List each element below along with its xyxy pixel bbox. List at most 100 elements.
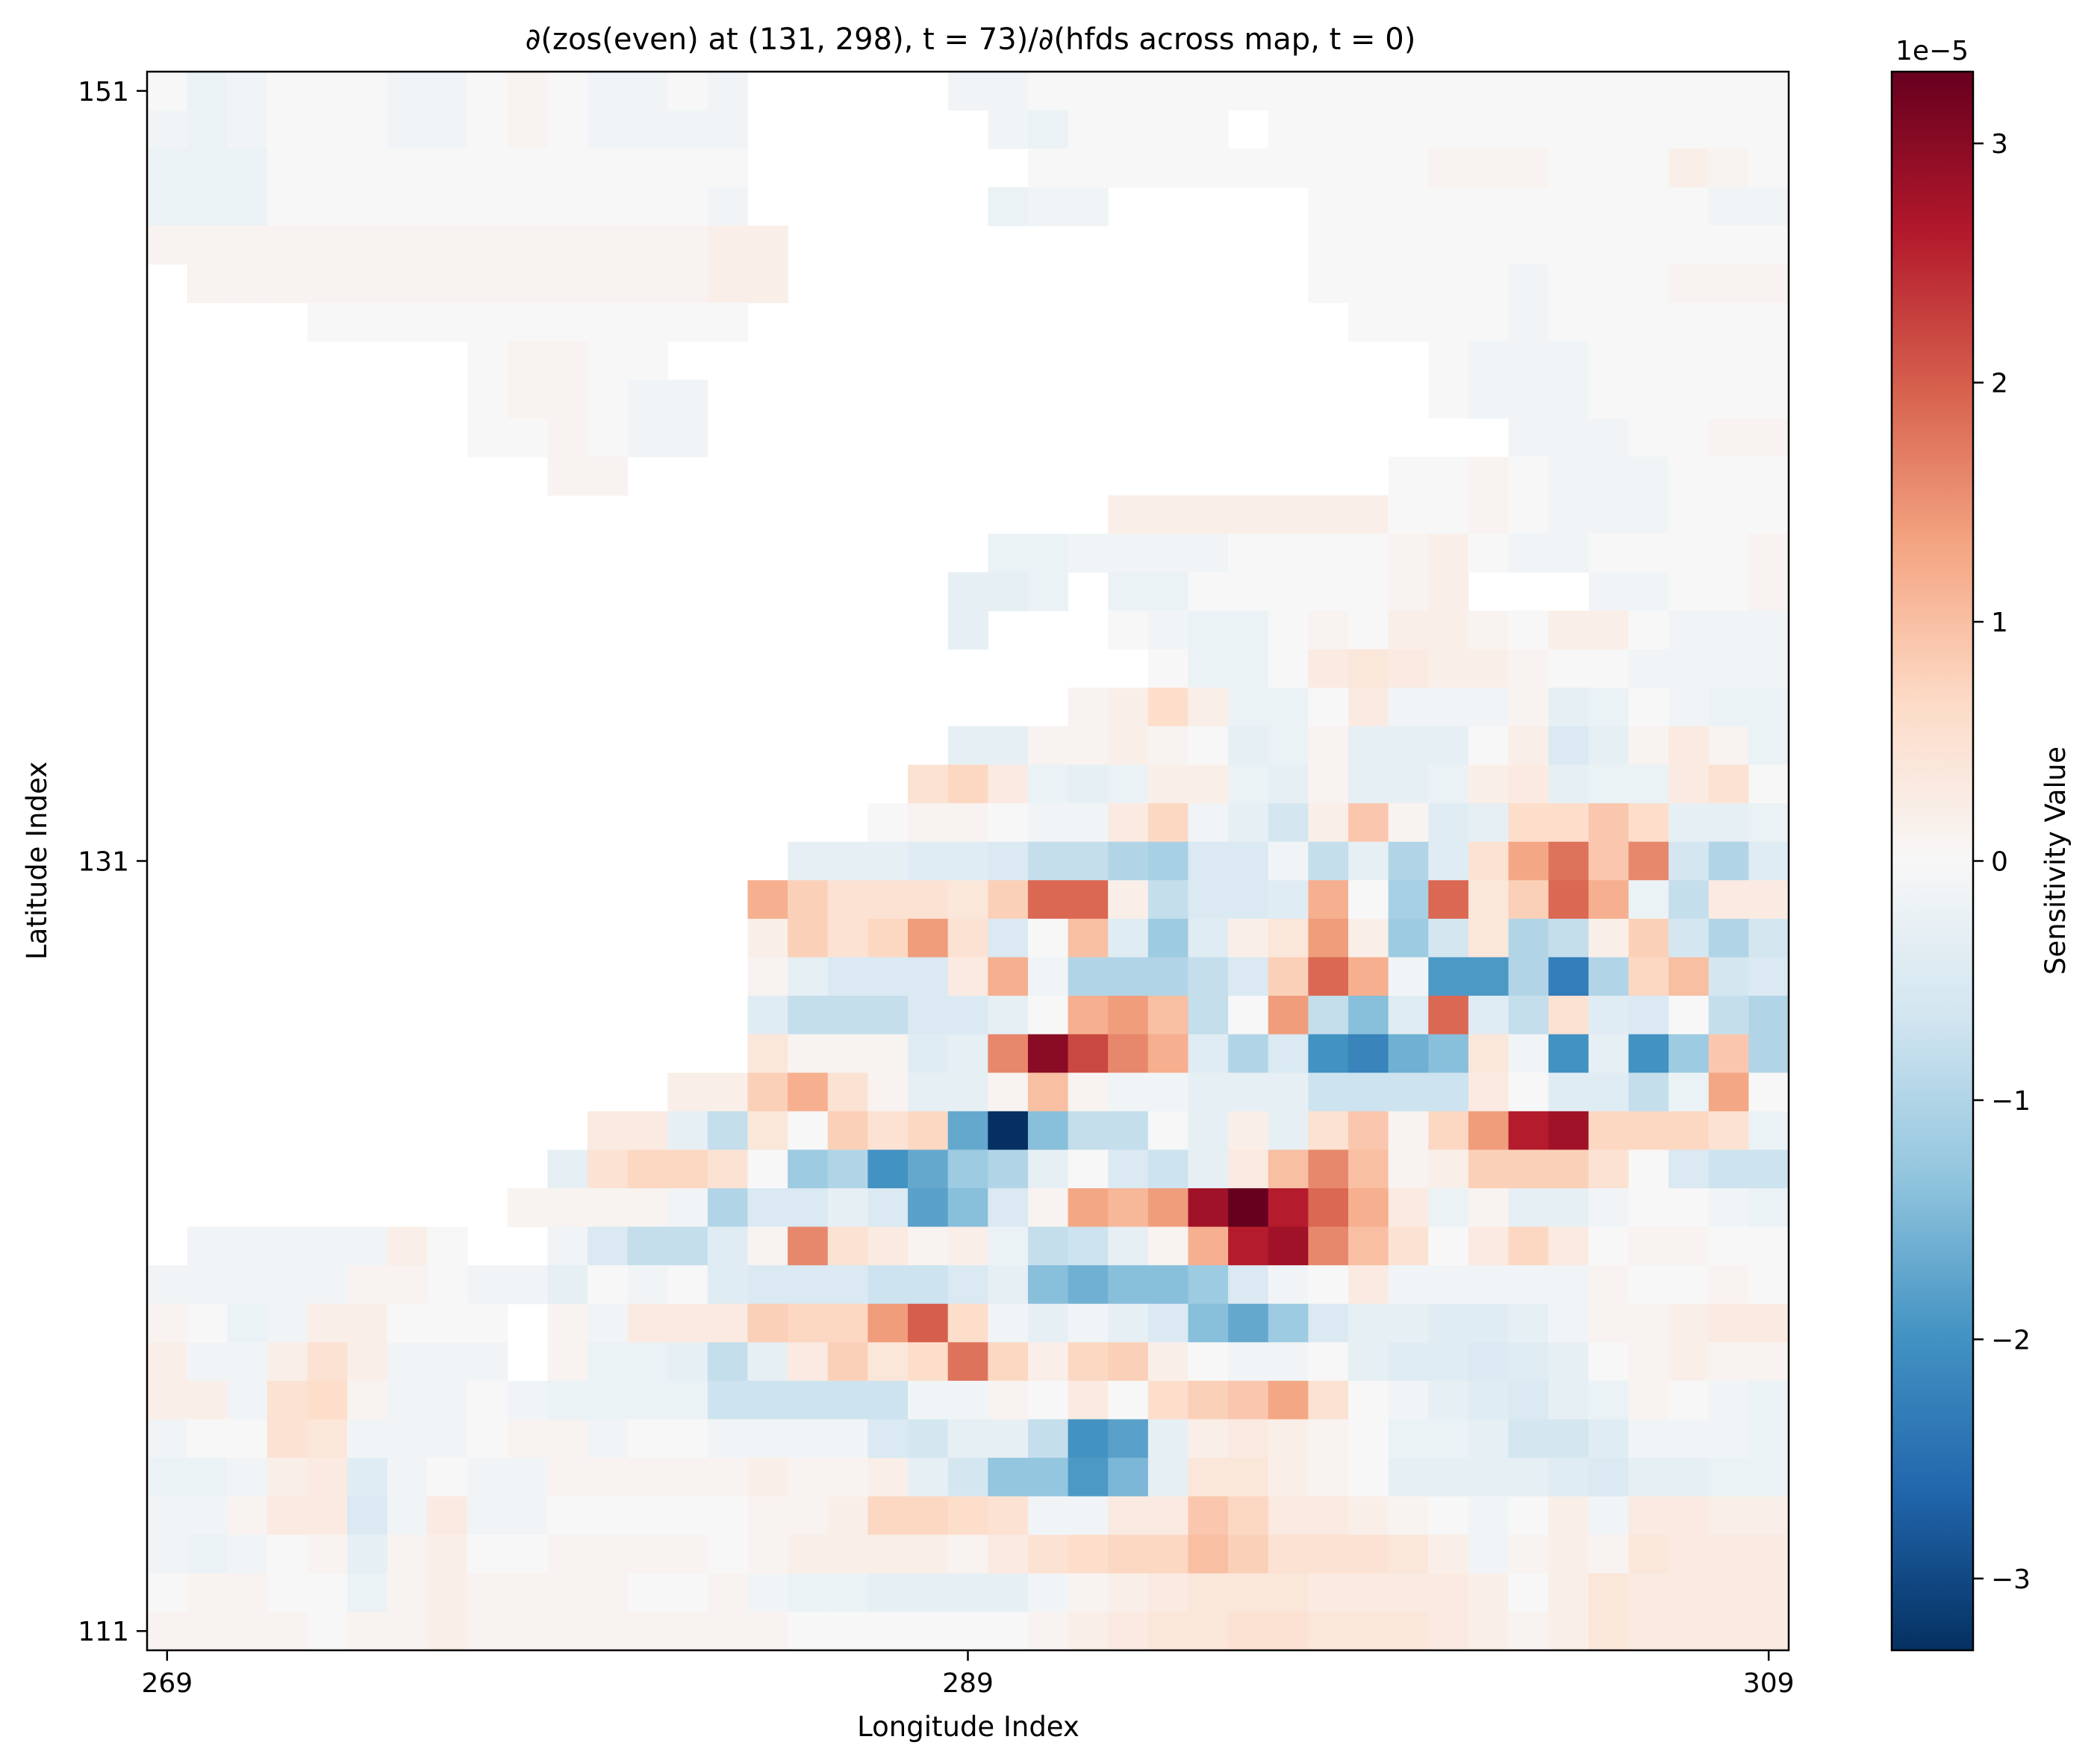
heatmap-cell xyxy=(387,1226,429,1266)
heatmap-cell xyxy=(1308,534,1349,573)
heatmap-cell xyxy=(1108,495,1149,534)
heatmap-cell xyxy=(1508,341,1549,381)
heatmap-cell xyxy=(1669,1496,1710,1535)
heatmap-cell xyxy=(1628,110,1669,149)
heatmap-cell xyxy=(1428,110,1469,149)
heatmap-cell xyxy=(788,1111,829,1150)
heatmap-cell xyxy=(627,379,668,419)
heatmap-cell xyxy=(1108,1226,1149,1266)
heatmap-cell xyxy=(788,841,829,881)
heatmap-cell xyxy=(427,1535,468,1574)
heatmap-cell xyxy=(267,1535,308,1574)
heatmap-cell xyxy=(387,1380,429,1420)
heatmap-cell xyxy=(1468,1573,1509,1613)
heatmap-cell xyxy=(1748,918,1789,958)
heatmap-cell xyxy=(1308,1419,1349,1458)
heatmap-cell xyxy=(1508,1303,1549,1343)
heatmap-cell xyxy=(627,72,668,111)
heatmap-cell xyxy=(1508,1380,1549,1420)
heatmap-cell xyxy=(1748,225,1789,265)
heatmap-cell xyxy=(1027,880,1069,920)
heatmap-cell xyxy=(1068,1458,1109,1497)
heatmap-cell xyxy=(867,880,909,920)
heatmap-cell xyxy=(827,996,869,1035)
heatmap-cell xyxy=(1748,1303,1789,1343)
heatmap-cell xyxy=(1027,1226,1069,1266)
heatmap-cell xyxy=(1188,1611,1229,1651)
heatmap-cell xyxy=(1508,611,1549,650)
heatmap-cell xyxy=(1348,1073,1389,1112)
heatmap-cell xyxy=(267,1458,308,1497)
heatmap-cell xyxy=(1268,1496,1309,1535)
heatmap-cell xyxy=(627,1419,668,1458)
heatmap-cell xyxy=(587,1611,629,1651)
heatmap-cell xyxy=(1428,572,1469,611)
heatmap-cell xyxy=(1068,1419,1109,1458)
heatmap-cell xyxy=(547,110,588,149)
heatmap-cell xyxy=(1468,1611,1509,1651)
heatmap-cell xyxy=(1669,1034,1710,1073)
heatmap-cell xyxy=(1147,1342,1189,1382)
heatmap-cell xyxy=(1748,149,1789,188)
heatmap-cell xyxy=(1188,1303,1229,1343)
heatmap-cell xyxy=(1708,1226,1749,1266)
heatmap-cell xyxy=(1147,1535,1189,1574)
heatmap-cell xyxy=(827,1535,869,1574)
heatmap-cell xyxy=(827,918,869,958)
heatmap-cell xyxy=(788,1034,829,1073)
heatmap-cell xyxy=(988,841,1029,881)
heatmap-cell xyxy=(427,1226,468,1266)
heatmap-cell xyxy=(1348,918,1389,958)
heatmap-cell xyxy=(1027,1188,1069,1228)
heatmap-cell xyxy=(1708,1303,1749,1343)
heatmap-cell xyxy=(587,1226,629,1266)
heatmap-cell xyxy=(1027,1149,1069,1189)
heatmap-cell xyxy=(947,1226,988,1266)
heatmap-cell xyxy=(587,1111,629,1150)
heatmap-cell xyxy=(667,302,708,342)
heatmap-cell xyxy=(1708,1342,1749,1382)
heatmap-cell xyxy=(627,1611,668,1651)
heatmap-cell xyxy=(427,1419,468,1458)
heatmap-cell xyxy=(988,1188,1029,1228)
heatmap-cell xyxy=(1708,534,1749,573)
heatmap-cell xyxy=(908,1458,949,1497)
heatmap-cell xyxy=(1588,1535,1630,1574)
heatmap-cell xyxy=(587,1342,629,1382)
heatmap-cell xyxy=(1147,687,1189,727)
heatmap-cell xyxy=(147,225,188,265)
heatmap-cell xyxy=(1708,187,1749,226)
heatmap-cell xyxy=(1428,1111,1469,1150)
heatmap-cell xyxy=(1669,456,1710,496)
heatmap-cell xyxy=(788,996,829,1035)
heatmap-cell xyxy=(1468,1265,1509,1305)
heatmap-cell xyxy=(1268,1149,1309,1189)
heatmap-cell xyxy=(867,1380,909,1420)
heatmap-cell xyxy=(908,1380,949,1420)
heatmap-cell xyxy=(1308,149,1349,188)
heatmap-cell xyxy=(1708,726,1749,766)
heatmap-cell xyxy=(267,149,308,188)
heatmap-cell xyxy=(1669,225,1710,265)
heatmap-cell xyxy=(1548,534,1589,573)
heatmap-cell xyxy=(427,110,468,149)
heatmap-cell xyxy=(267,1226,308,1266)
heatmap-cell xyxy=(1308,764,1349,804)
heatmap-cell xyxy=(747,880,788,920)
heatmap-cell xyxy=(1669,1419,1710,1458)
heatmap-cell xyxy=(1628,379,1669,419)
heatmap-cell xyxy=(227,1496,268,1535)
heatmap-cell xyxy=(1027,996,1069,1035)
heatmap-cell xyxy=(1628,187,1669,226)
heatmap-cell xyxy=(267,225,308,265)
heatmap-cell xyxy=(1348,1265,1389,1305)
heatmap-cell xyxy=(1068,687,1109,727)
heatmap-cell xyxy=(1669,957,1710,996)
heatmap-cell xyxy=(1428,726,1469,766)
heatmap-cell xyxy=(267,110,308,149)
heatmap-cell xyxy=(1548,1303,1589,1343)
heatmap-cell xyxy=(1108,1034,1149,1073)
heatmap-cell xyxy=(1508,687,1549,727)
heatmap-cell xyxy=(1348,1034,1389,1073)
heatmap-cell xyxy=(1268,1111,1309,1150)
